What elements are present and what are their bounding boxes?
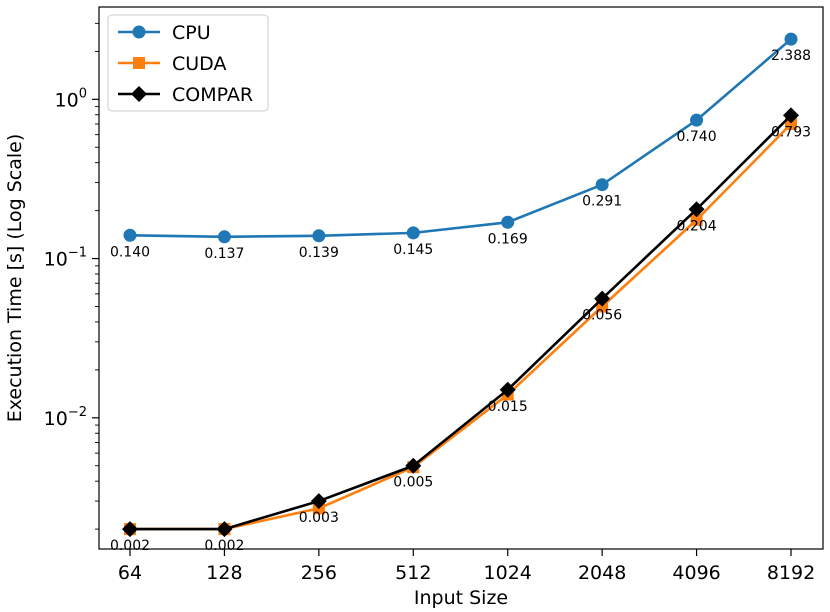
data-point: [784, 32, 798, 46]
data-point: [783, 107, 799, 124]
y-axis-ticks: 10−2 10−1 100: [44, 22, 99, 530]
data-point: [132, 25, 146, 39]
data-label: 0.169: [488, 231, 528, 247]
x-axis-label: Input Size: [414, 587, 508, 609]
legend-box: [107, 14, 269, 112]
data-label: 0.015: [488, 399, 528, 415]
data-label: 0.002: [110, 538, 150, 554]
legend-label: COMPAR: [172, 84, 253, 106]
legend: CPU CUDA COMPAR: [107, 14, 269, 112]
x-tick-label: 128: [206, 562, 242, 584]
data-label: 0.139: [299, 245, 339, 261]
series-cpu: [123, 32, 798, 244]
x-tick-label: 64: [118, 562, 142, 584]
series-compar: [122, 107, 799, 538]
data-point: [690, 213, 703, 226]
data-point: [312, 229, 326, 243]
legend-entry-cpu: CPU: [118, 22, 211, 44]
series-line: [129, 38, 792, 239]
data-point: [595, 178, 609, 192]
x-axis-ticks: 64 128 256 512 1024 2048 4096 8192: [118, 549, 815, 584]
data-label: 0.003: [299, 510, 339, 526]
data-label: 0.002: [204, 538, 244, 554]
data-label: 0.005: [393, 475, 433, 491]
legend-label: CPU: [172, 22, 211, 44]
data-point: [123, 228, 137, 242]
legend-entry-cuda: CUDA: [118, 53, 226, 75]
data-point: [690, 113, 704, 127]
y-axis-label: Execution Time [s] (Log Scale): [4, 134, 26, 423]
legend-label: CUDA: [172, 53, 226, 75]
data-point: [499, 381, 516, 398]
data-point: [310, 493, 327, 510]
data-label: 2.388: [771, 48, 811, 64]
data-point: [122, 521, 138, 538]
data-label: 0.140: [110, 244, 150, 260]
data-point: [131, 86, 147, 102]
data-label: 0.145: [393, 242, 433, 258]
data-point: [501, 215, 515, 229]
data-label: 0.291: [582, 194, 622, 210]
x-tick-label: 4096: [672, 562, 720, 584]
x-tick-label: 8192: [767, 562, 815, 584]
data-point: [405, 457, 422, 474]
series-cuda: [124, 117, 797, 536]
data-point: [216, 521, 233, 538]
data-labels: 0.140 0.137 0.139 0.145 0.169 0.291 0.740 2.388…: [110, 48, 811, 554]
data-point: [133, 57, 145, 69]
data-label: 0.056: [582, 308, 622, 324]
x-tick-label: 1024: [484, 562, 532, 584]
data-point: [217, 230, 231, 244]
x-tick-label: 512: [395, 562, 431, 584]
series-line: [130, 114, 792, 531]
series-line: [130, 123, 792, 531]
y-tick-label: 10−1: [44, 246, 87, 271]
data-point: [594, 290, 611, 307]
data-label: 0.740: [677, 129, 717, 145]
data-point: [785, 117, 797, 130]
legend-entry-compar: COMPAR: [118, 84, 253, 106]
x-tick-label: 2048: [578, 562, 626, 584]
y-tick-label: 100: [55, 86, 87, 111]
data-point: [688, 201, 705, 218]
data-label: 0.793: [771, 124, 811, 140]
data-point: [406, 226, 420, 240]
data-label: 0.204: [677, 218, 717, 234]
data-label: 0.137: [204, 246, 244, 262]
y-tick-label: 10−2: [44, 405, 87, 430]
series-layer: [122, 32, 799, 538]
x-tick-label: 256: [301, 562, 337, 584]
plot-frame: [98, 6, 824, 550]
